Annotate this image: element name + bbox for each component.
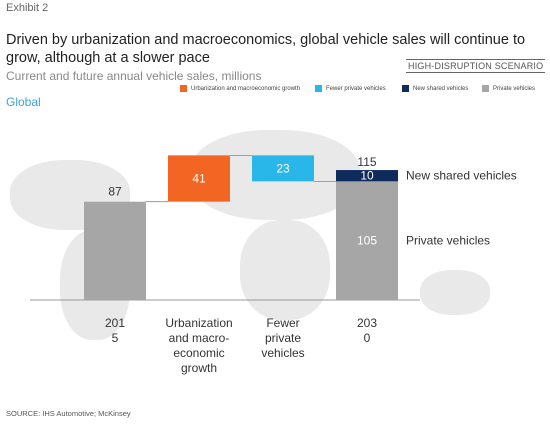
bar (168, 155, 230, 202)
legend-item-new-shared: New shared vehicles (402, 85, 468, 92)
category-label: private (265, 331, 301, 345)
category-label: growth (181, 361, 217, 375)
legend-label: New shared vehicles (413, 85, 469, 92)
chart-title: Driven by urbanization and macroeconomic… (6, 32, 526, 66)
category-label: Fewer (266, 316, 299, 330)
legend-swatch (482, 85, 489, 92)
bar (252, 155, 314, 182)
right-label-new-shared: New shared vehicles (406, 169, 517, 183)
exhibit-label: Exhibit 2 (6, 2, 49, 14)
right-label-private: Private vehicles (406, 234, 490, 248)
legend-item-urbanization: Urbanization and macroeconomic growth (180, 85, 300, 92)
bar-value-label: 87 (108, 185, 122, 199)
category-label: and macro- (169, 331, 230, 345)
bar-value-label: 10 (360, 169, 374, 183)
category-label: vehicles (261, 346, 304, 360)
legend-item-fewer-private: Fewer private vehicles (315, 85, 386, 92)
category-label: 203 (357, 316, 377, 330)
category-label: 0 (364, 331, 371, 345)
legend-label: Urbanization and macroeconomic growth (191, 85, 301, 92)
source-note: SOURCE: IHS Automotive; McKinsey (6, 409, 131, 418)
category-label: 201 (105, 316, 125, 330)
legend-label: Fewer private vehicles (326, 85, 386, 92)
bar-segment (336, 170, 398, 182)
category-label: economic (173, 346, 224, 360)
scenario-badge: HIGH-DISRUPTION SCENARIO (406, 59, 546, 73)
bar (84, 201, 146, 300)
region-label: Global (6, 95, 41, 109)
legend-swatch (180, 85, 187, 92)
bar-value-label: 41 (192, 172, 206, 186)
legend-label: Private vehicles (493, 85, 536, 92)
legend-swatch (402, 85, 409, 92)
legend-swatch (315, 85, 322, 92)
bar-value-label: 23 (276, 161, 290, 175)
bar-segment (336, 181, 398, 300)
bar-value-label: 105 (357, 234, 377, 248)
category-label: Urbanization (165, 316, 232, 330)
chart-subtitle: Current and future annual vehicle sales,… (6, 69, 262, 83)
bar-total-label: 115 (357, 155, 376, 169)
category-label: 5 (112, 331, 119, 345)
legend-item-private: Private vehicles (482, 85, 535, 92)
